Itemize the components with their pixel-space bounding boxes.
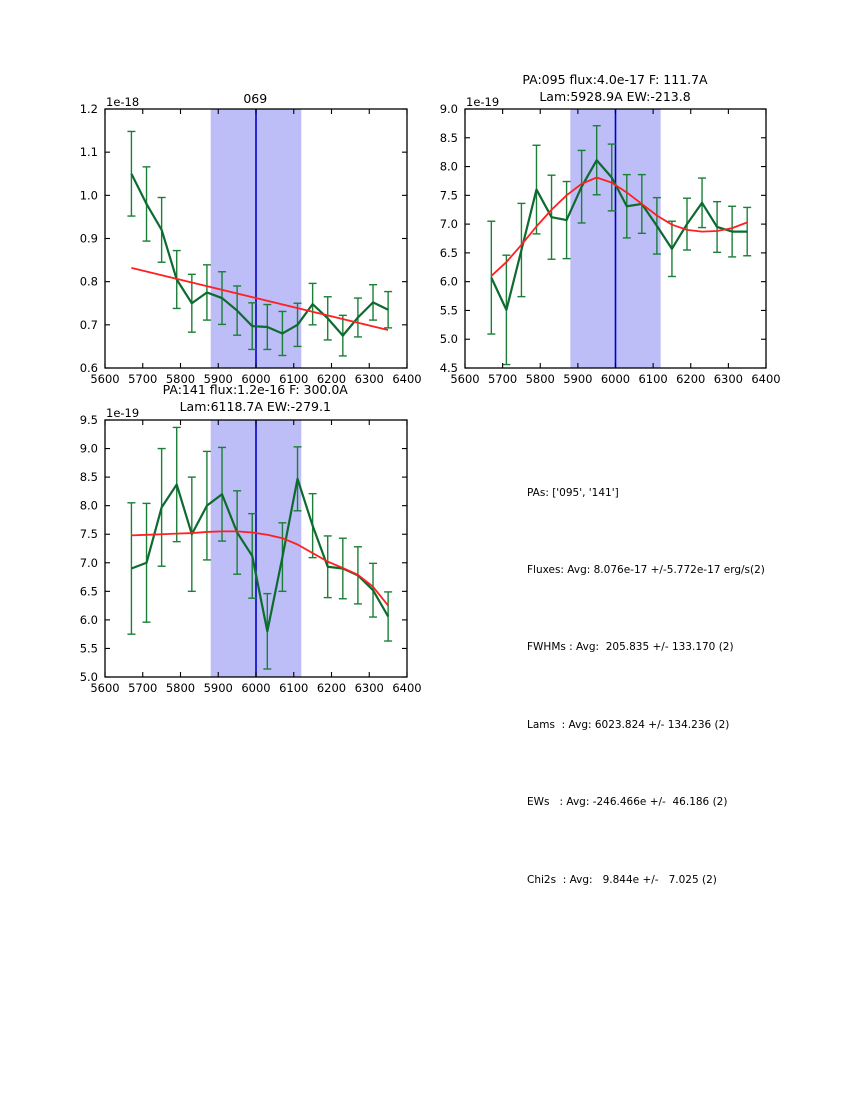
x-tick-label: 6200 [316,372,345,386]
x-tick-label: 6000 [600,372,629,386]
y-tick-label: 7.5 [439,188,457,202]
tick-labels: 5600 5700 5800 5900 6000 6100 6200 6300 6400 0.6 0… [79,102,421,386]
plot3-title-line1: PA:141 flux:1.2e-16 F: 300.0A [162,382,348,397]
stats-line-chi2s: Chi2s : Avg: 9.844e +/- 7.025 (2) [527,873,717,886]
y-tick-label: 1.0 [79,188,97,202]
y-tick-label: 5.5 [79,641,97,655]
x-tick-label: 5800 [165,372,194,386]
x-tick-label: 6100 [279,681,308,695]
y-tick-label: 6.0 [439,274,457,288]
stats-line-fwhms: FWHMs : Avg: 205.835 +/- 133.170 (2) [527,641,734,654]
y-tick-label: 9.0 [439,102,457,116]
y-tick-label: 9.0 [79,442,97,456]
y-tick-label: 7.5 [79,527,97,541]
y-tick-label: 5.5 [439,303,457,317]
x-tick-label: 6400 [392,372,421,386]
tick-labels: 5600 5700 5800 5900 6000 6100 6200 6300 6400 5.0 5… [79,413,421,695]
plot1-offset-label: 1e-18 [106,95,140,109]
plot-canvas: 5600 5700 5800 5900 6000 6100 6200 6300 6400 5.0 5… [79,413,421,695]
plot3-offset-label: 1e-19 [106,406,140,420]
x-tick-label: 6400 [751,372,780,386]
plot2-title-line1: PA:095 flux:4.0e-17 F: 111.7A [522,72,708,87]
plot2-title-line2: Lam:5928.9A EW:-213.8 [539,89,691,104]
plot1-spectrum-chart: 5600 5700 5800 5900 6000 6100 6200 6300 6400 0.6 0… [79,102,421,386]
x-tick-label: 6300 [354,681,383,695]
x-tick-label: 6300 [354,372,383,386]
x-tick-label: 6200 [316,681,345,695]
plot1-title: 069 [243,91,268,106]
y-tick-label: 7.0 [439,217,457,231]
y-tick-label: 8.0 [439,159,457,173]
x-tick-label: 6000 [241,681,270,695]
y-tick-label: 8.0 [79,499,97,513]
tick-labels: 5600 5700 5800 5900 6000 6100 6200 6300 6400 4.5 5… [439,102,780,386]
plot-canvas: 5600 5700 5800 5900 6000 6100 6200 6300 6400 4.5 5… [439,102,780,386]
fit-line [130,266,388,331]
plot2-offset-label: 1e-19 [466,95,500,109]
y-tick-label: 4.5 [439,361,457,375]
tick-marks [103,419,408,678]
tick-marks [103,107,408,369]
y-tick-label: 8.5 [439,130,457,144]
y-tick-label: 5.0 [439,332,457,346]
plot3-title-line2: Lam:6118.7A EW:-279.1 [179,399,331,414]
x-tick-label: 5800 [525,372,554,386]
y-tick-label: 1.1 [79,145,97,159]
y-tick-label: 5.0 [79,670,97,684]
x-tick-label: 5600 [90,681,119,695]
y-tick-label: 0.6 [79,361,97,375]
y-tick-label: 0.7 [79,317,97,331]
y-tick-label: 9.5 [79,413,97,427]
x-tick-label: 6300 [713,372,742,386]
fit-line [490,176,748,277]
plot2-spectrum-chart: 5600 5700 5800 5900 6000 6100 6200 6300 6400 4.5 5… [439,102,780,386]
x-tick-label: 6200 [676,372,705,386]
x-tick-label: 5800 [165,681,194,695]
plot-canvas: 5600 5700 5800 5900 6000 6100 6200 6300 6400 0.6 0… [79,102,421,386]
plot3-spectrum-chart: 5600 5700 5800 5900 6000 6100 6200 6300 6400 5.0 5… [79,413,421,695]
x-tick-label: 5600 [450,372,479,386]
y-tick-label: 6.5 [79,584,97,598]
stats-line-fluxes: Fluxes: Avg: 8.076e-17 +/-5.772e-17 erg/… [527,563,765,576]
stats-line-lams: Lams : Avg: 6023.824 +/- 134.236 (2) [527,718,730,731]
y-tick-label: 6.0 [79,613,97,627]
x-tick-label: 5700 [487,372,516,386]
x-tick-label: 6400 [392,681,421,695]
fit-line [130,530,389,607]
x-tick-label: 5600 [90,372,119,386]
y-tick-label: 1.2 [79,102,97,116]
tick-marks [463,107,767,369]
x-tick-label: 5700 [128,681,157,695]
x-tick-label: 6100 [638,372,667,386]
x-tick-label: 6100 [279,372,308,386]
y-tick-label: 7.0 [79,556,97,570]
x-tick-label: 5900 [203,372,232,386]
y-tick-label: 0.8 [79,274,97,288]
plot2-title: PA:095 flux:4.0e-17 F: 111.7A Lam:5928.9… [465,71,766,105]
y-tick-label: 8.5 [79,470,97,484]
x-tick-label: 5700 [128,372,157,386]
stats-line-ews: EWs : Avg: -246.466e +/- 46.186 (2) [527,796,728,809]
y-tick-label: 0.9 [79,231,97,245]
y-tick-label: 6.5 [439,245,457,259]
x-tick-label: 5900 [563,372,592,386]
x-tick-label: 5900 [203,681,232,695]
spectrum-line [129,172,389,337]
x-tick-label: 6000 [241,372,270,386]
plot3-title: PA:141 flux:1.2e-16 F: 300.0A Lam:6118.7… [105,381,407,415]
stats-line-pas: PAs: ['095', '141'] [527,486,619,499]
spectrum-line [489,158,747,311]
stats-panel: PAs: ['095', '141'] Fluxes: Avg: 8.076e-… [527,429,765,945]
